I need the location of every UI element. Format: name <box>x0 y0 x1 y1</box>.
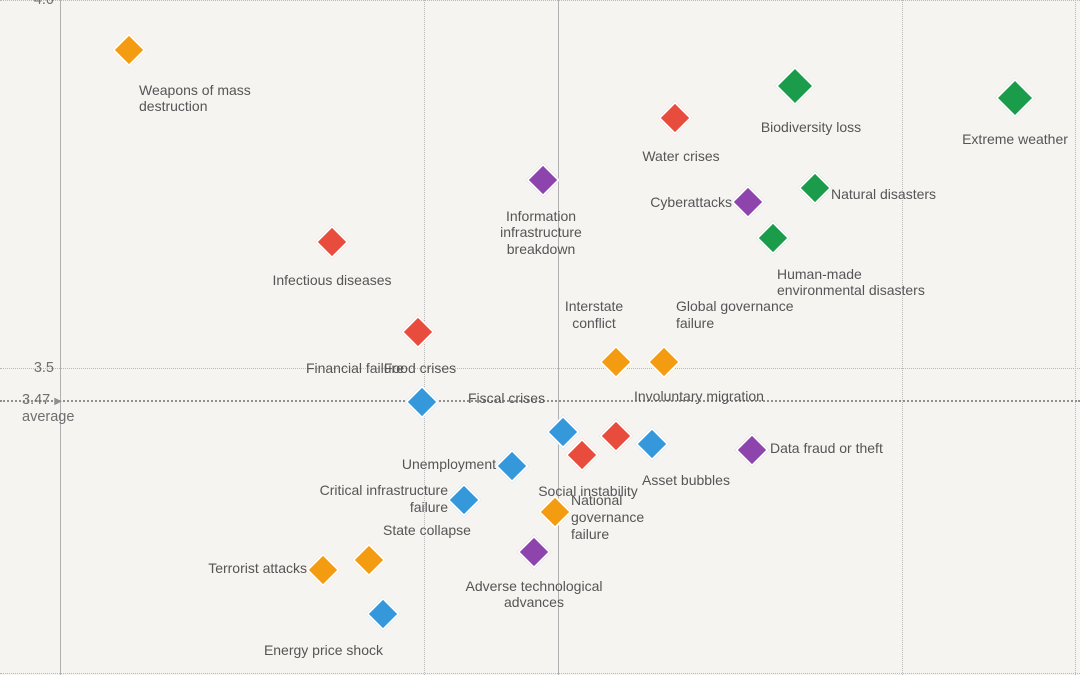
risk-marker-data-fraud-or-theft <box>735 433 769 467</box>
risk-marker-information-infrastructure-breakdown <box>526 163 560 197</box>
grid-vertical <box>1075 0 1076 675</box>
risk-label-unemployment: Unemployment <box>402 456 496 473</box>
risk-marker-biodiversity-loss <box>775 66 815 106</box>
risk-label-cyberattacks: Cyberattacks <box>650 194 732 211</box>
risk-label-interstate-conflict: Interstate conflict <box>565 298 623 332</box>
risk-scatter-chart: 4.0 3.5 3.47 ▶ average Climate action failur… <box>0 0 1080 675</box>
risk-label-information-infrastructure-breakdown: Information infrastructure breakdown <box>500 208 582 258</box>
risk-marker-energy-price-shock <box>366 597 400 631</box>
risk-marker-extreme-weather <box>995 78 1035 118</box>
risk-label-weapons-of-mass-destruction: Weapons of mass destruction <box>139 82 251 116</box>
grid-horizontal <box>0 673 1080 674</box>
risk-marker-interstate-conflict <box>599 345 633 379</box>
risk-marker-involuntary-migration <box>599 419 633 453</box>
risk-label-infectious-diseases: Infectious diseases <box>272 272 391 289</box>
y-tick-label: 4.0 <box>34 0 60 8</box>
risk-marker-national-governance-failure <box>538 495 572 529</box>
risk-label-adverse-technological-advances: Adverse technological advances <box>466 578 603 612</box>
risk-label-natural-disasters: Natural disasters <box>831 186 936 203</box>
risk-marker-adverse-technological-advances <box>517 535 551 569</box>
risk-marker-water-crises <box>658 101 692 135</box>
risk-label-asset-bubbles: Asset bubbles <box>642 472 730 489</box>
risk-label-data-fraud-or-theft: Data fraud or theft <box>770 440 883 457</box>
risk-marker-state-collapse <box>352 543 386 577</box>
risk-label-biodiversity-loss: Biodiversity loss <box>761 119 861 136</box>
risk-label-human-made-environmental-disasters: Human-made environmental disasters <box>777 266 925 300</box>
risk-marker-human-made-environmental-disasters <box>756 221 790 255</box>
risk-marker-financial-failure <box>405 385 439 419</box>
average-label: 3.47 ▶ average <box>22 392 74 427</box>
risk-marker-asset-bubbles <box>635 427 669 461</box>
risk-label-energy-price-shock: Energy price shock <box>264 642 383 659</box>
x-mid-axis-line <box>558 0 559 675</box>
risk-label-financial-failure: Financial failure <box>306 360 404 377</box>
risk-marker-food-crises <box>401 315 435 349</box>
y-axis-line <box>60 0 61 675</box>
risk-marker-terrorist-attacks <box>306 553 340 587</box>
risk-marker-social-instability <box>565 438 599 472</box>
risk-label-fiscal-crises: Fiscal crises <box>468 390 545 407</box>
risk-label-terrorist-attacks: Terrorist attacks <box>208 560 307 577</box>
risk-label-national-governance-failure: National governance failure <box>571 492 644 542</box>
risk-label-climate-action-failure: Climate action failure <box>862 0 951 4</box>
avg-word: average <box>22 409 74 426</box>
avg-arrow-icon: ▶ <box>54 396 62 407</box>
grid-vertical <box>902 0 903 675</box>
risk-marker-weapons-of-mass-destruction <box>112 33 146 67</box>
risk-marker-unemployment <box>495 449 529 483</box>
risk-marker-natural-disasters <box>798 171 832 205</box>
risk-marker-critical-infrastructure-failure <box>447 483 481 517</box>
risk-marker-cyberattacks <box>731 185 765 219</box>
risk-label-state-collapse: State collapse <box>383 522 471 539</box>
y-tick-label: 3.5 <box>34 360 60 376</box>
risk-label-water-crises: Water crises <box>642 148 719 165</box>
risk-marker-infectious-diseases <box>315 225 349 259</box>
grid-horizontal <box>0 368 1080 369</box>
risk-label-extreme-weather: Extreme weather <box>962 131 1068 148</box>
risk-label-critical-infrastructure-failure: Critical infrastructure failure <box>320 482 448 516</box>
risk-label-involuntary-migration: Involuntary migration <box>634 388 764 405</box>
risk-marker-global-governance-failure <box>647 345 681 379</box>
risk-label-global-governance-failure: Global governance failure <box>676 298 794 332</box>
avg-value: 3.47 <box>22 392 50 408</box>
